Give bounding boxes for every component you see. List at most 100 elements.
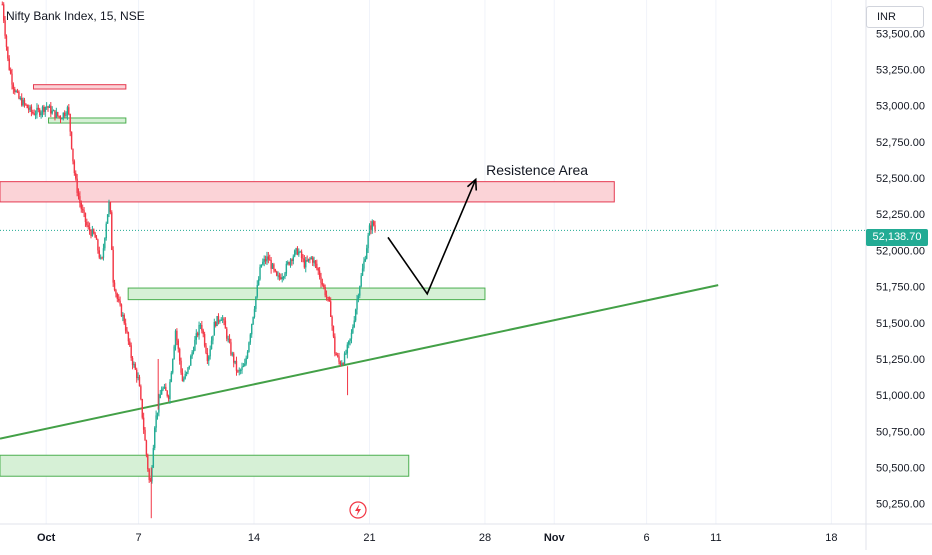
- candle-body-207: [288, 262, 290, 265]
- candle-body-96: [134, 364, 137, 370]
- x-tick-label-2: 14: [248, 532, 260, 544]
- candle-body-111: [155, 415, 157, 428]
- candle-body-97: [136, 369, 138, 379]
- candle-body-60: [84, 212, 87, 222]
- candle-body-243: [338, 356, 340, 362]
- candle-body-177: [246, 351, 249, 358]
- candle-body-227: [316, 263, 318, 269]
- candle-body-104: [145, 440, 148, 455]
- candle-body-121: [169, 381, 171, 400]
- candle-body-203: [282, 276, 285, 278]
- y-tick-label-2: 53,000.00: [876, 101, 925, 113]
- candle-body-42: [59, 116, 62, 120]
- candle-body-13: [19, 97, 22, 99]
- candle-body-19: [27, 108, 30, 110]
- candle-body-22: [32, 111, 34, 114]
- y-tick-label-4: 52,500.00: [876, 173, 925, 185]
- candle-body-156: [217, 316, 220, 322]
- candle-body-61: [86, 221, 88, 226]
- candle-body-146: [203, 334, 206, 346]
- candle-body-63: [88, 227, 91, 232]
- candle-body-158: [220, 319, 222, 321]
- y-tick-label-10: 51,000.00: [876, 390, 925, 402]
- candle-body-107: [149, 479, 152, 482]
- candle-body-183: [255, 296, 257, 309]
- candle-body-79: [111, 212, 113, 250]
- candle-body-257: [357, 295, 360, 300]
- candle-body-189: [263, 259, 265, 262]
- candle-body-32: [45, 106, 48, 108]
- candle-body-242: [336, 355, 339, 357]
- ascending-trendline[interactable]: [0, 284, 719, 440]
- candle-body-265: [368, 225, 371, 236]
- candle-body-72: [101, 257, 103, 259]
- x-tick-label-8: 18: [825, 532, 837, 544]
- candle-body-258: [359, 286, 361, 296]
- candle-body-23: [33, 113, 35, 115]
- resistance-zone-2[interactable]: [0, 181, 615, 203]
- candle-body-2: [4, 20, 6, 36]
- candle-body-11: [16, 91, 19, 93]
- candle-body-52: [73, 161, 76, 174]
- lightning-icon[interactable]: [349, 501, 367, 519]
- candle-body-10: [15, 91, 17, 93]
- candle-body-252: [350, 332, 353, 339]
- support-zone-4[interactable]: [0, 454, 410, 477]
- candle-body-224: [311, 257, 314, 263]
- candle-body-101: [141, 399, 143, 418]
- candle-body-75: [105, 223, 107, 239]
- x-tick-label-1: 7: [135, 532, 141, 544]
- candle-body-204: [284, 273, 286, 277]
- candle-body-212: [295, 248, 297, 251]
- candle-body-234: [325, 295, 328, 298]
- candle-body-230: [320, 276, 322, 283]
- candle-body-120: [167, 395, 170, 400]
- candle-body-6: [9, 69, 12, 74]
- candle-body-90: [126, 330, 128, 333]
- candle-body-84: [117, 298, 120, 301]
- candle-body-66: [93, 229, 95, 234]
- candle-body-237: [329, 301, 332, 317]
- candle-body-184: [256, 285, 258, 297]
- candle-body-215: [299, 251, 301, 253]
- y-tick-label-1: 53,250.00: [876, 64, 925, 76]
- candle-body-94: [131, 357, 134, 366]
- projection-path[interactable]: [387, 179, 477, 296]
- candle-body-193: [269, 259, 271, 261]
- annotation-layer: Resistence Area: [486, 162, 588, 178]
- candle-body-178: [248, 342, 250, 352]
- x-tick-label-6: 6: [644, 532, 650, 544]
- candle-body-95: [133, 364, 135, 366]
- event-badge-layer: [349, 501, 367, 519]
- candle-body-15: [22, 99, 24, 106]
- candle-body-30: [43, 106, 45, 112]
- candle-body-129: [180, 360, 182, 373]
- candle-body-229: [318, 270, 321, 277]
- support-zone-3[interactable]: [127, 287, 486, 301]
- annotation-label-0[interactable]: Resistence Area: [486, 162, 588, 178]
- candle-body-1: [2, 4, 5, 21]
- candle-body-228: [317, 268, 319, 271]
- y-tick-label-5: 52,250.00: [876, 209, 925, 221]
- candle-body-222: [309, 258, 311, 260]
- candle-body-43: [61, 118, 63, 120]
- candle-body-233: [324, 286, 326, 296]
- candle-body-253: [352, 326, 354, 333]
- y-tick-label-9: 51,250.00: [876, 354, 925, 366]
- candle-body-68: [95, 237, 98, 240]
- candle-body-38: [54, 110, 56, 118]
- candle-body-269: [374, 225, 376, 230]
- candle-body-150: [209, 349, 211, 357]
- currency-selector[interactable]: INR: [866, 6, 924, 28]
- candle-body-194: [270, 260, 272, 269]
- projection-layer: [387, 177, 478, 296]
- support-zone-1[interactable]: [47, 117, 127, 124]
- candle-body-25: [36, 107, 38, 115]
- candle-body-119: [166, 390, 168, 396]
- candle-body-216: [300, 251, 303, 259]
- candle-body-46: [65, 115, 67, 117]
- resistance-zone-0[interactable]: [32, 84, 127, 90]
- candle-body-71: [99, 257, 102, 259]
